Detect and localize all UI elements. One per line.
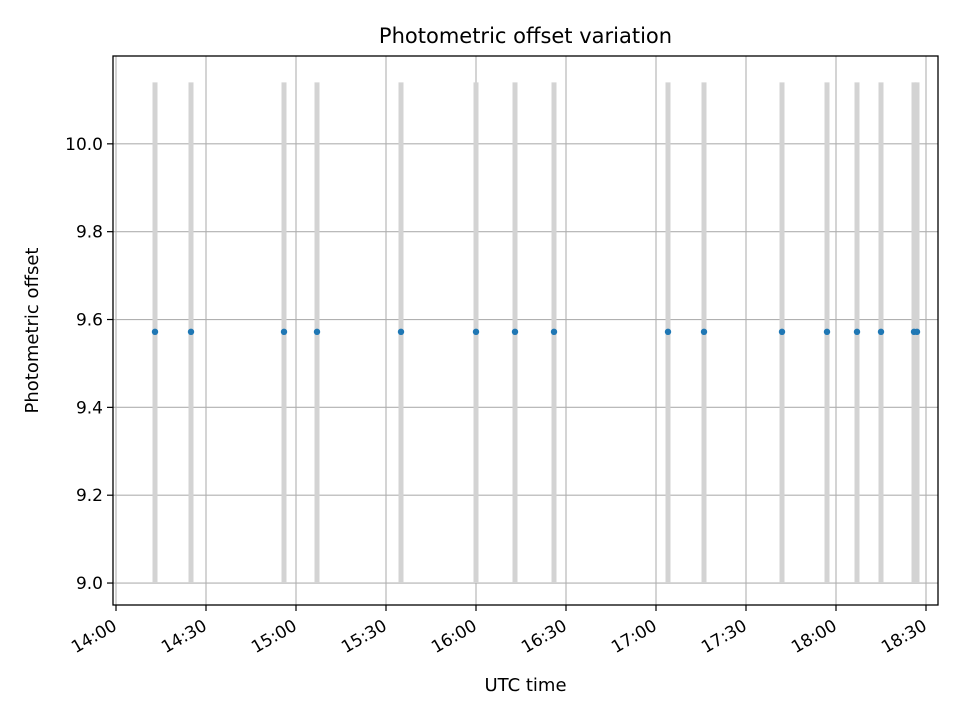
y-axis-label: Photometric offset (22, 248, 43, 414)
y-tick-label: 9.4 (76, 398, 103, 418)
data-point (472, 328, 480, 336)
data-point (511, 328, 519, 336)
y-tick-label: 9.2 (76, 486, 103, 506)
data-point (187, 328, 195, 336)
data-point (823, 328, 831, 336)
data-point (664, 328, 672, 336)
y-tick-label: 9.6 (76, 311, 103, 331)
data-point (550, 328, 558, 336)
data-point (877, 328, 885, 336)
data-point (700, 328, 708, 336)
data-point (778, 328, 786, 336)
point-layer (151, 328, 921, 336)
data-point (151, 328, 159, 336)
y-tick-label: 9.8 (76, 223, 103, 243)
data-point (913, 328, 921, 336)
data-point (853, 328, 861, 336)
x-axis-label: UTC time (484, 675, 566, 696)
data-point (280, 328, 288, 336)
data-point (397, 328, 405, 336)
data-point (313, 328, 321, 336)
axes-frame (112, 55, 939, 606)
y-tick-label: 10.0 (65, 135, 103, 155)
chart-title: Photometric offset variation (379, 24, 672, 48)
y-tick-label: 9.0 (76, 574, 103, 594)
